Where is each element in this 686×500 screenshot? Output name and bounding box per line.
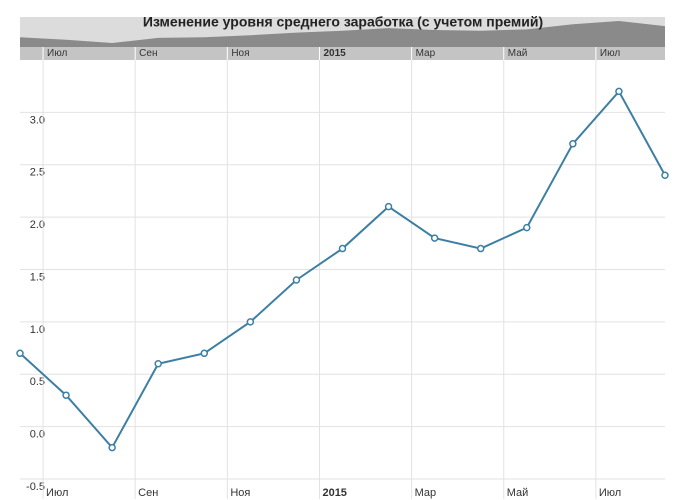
y-tick-label: -0.5 — [26, 481, 45, 493]
x-tick-label: Июл — [599, 487, 621, 499]
navigator-area — [20, 20, 665, 47]
point — [292, 276, 301, 284]
navigator: Июл Сен Ноя 2015 Мар Май Июл — [20, 20, 665, 60]
y-tick-label: 1.5 — [30, 271, 45, 283]
point — [569, 140, 577, 148]
chart-title: Изменение уровня среднего заработка (с у… — [143, 14, 543, 30]
navigator-tick-label: 2015 — [323, 48, 346, 59]
point — [661, 171, 669, 179]
x-tick-label: Мар — [415, 487, 437, 499]
y-tick-label: 0.0 — [30, 429, 45, 441]
x-tick-label: Ноя — [230, 487, 250, 499]
navigator-tick-label: Июл — [47, 48, 67, 59]
point — [476, 244, 485, 253]
x-tick-label: Май — [507, 487, 529, 499]
y-tick-label: 2.5 — [30, 167, 45, 179]
y-tick-label: 0.5 — [30, 376, 45, 388]
x-tick-label: Июл — [46, 487, 68, 499]
point — [154, 360, 162, 368]
y-tick-label: 1.0 — [30, 324, 45, 336]
point — [246, 318, 255, 326]
point — [430, 234, 439, 242]
point — [16, 349, 24, 358]
point — [523, 223, 531, 232]
navigator-tick-label: Май — [508, 48, 528, 59]
navigator-tick-label: Июл — [600, 48, 620, 59]
x-tick-label: 2015 — [322, 487, 346, 499]
point — [615, 87, 623, 96]
point — [384, 202, 393, 211]
point — [338, 244, 347, 253]
y-tick-label: 3.0 — [30, 114, 45, 126]
x-tick-label: Сен — [138, 487, 158, 499]
point — [200, 349, 209, 358]
y-tick-label: 2.0 — [30, 219, 45, 231]
point — [108, 443, 116, 452]
plot: -0.5 0.0 0.5 1.0 1.5 2.0 2.5 3.0 Июл Сен Ноя 2015 Ма… — [16, 60, 669, 499]
point — [62, 391, 70, 399]
navigator-tick-label: Мар — [416, 48, 436, 59]
navigator-tick-label: Ноя — [231, 48, 249, 59]
navigator-tick-label: Сен — [139, 48, 157, 59]
